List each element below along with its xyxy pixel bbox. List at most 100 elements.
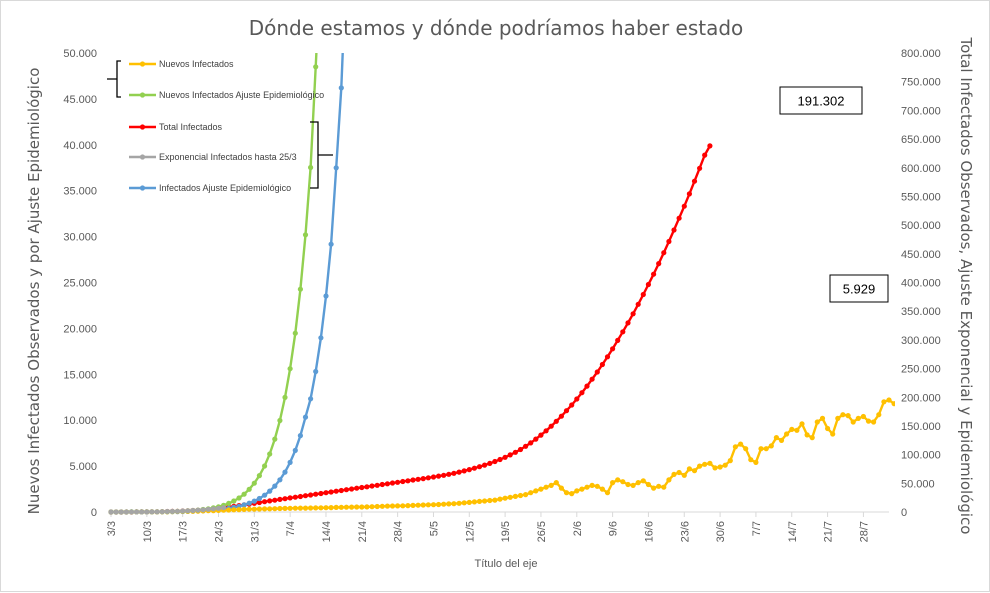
data-point (461, 500, 467, 506)
data-point (907, 404, 912, 409)
y-right-tick-label: 800.000 (901, 48, 941, 60)
data-point (686, 466, 693, 472)
y-right-tick-label: 500.000 (901, 220, 941, 232)
series-line (111, 145, 711, 514)
y-axis-left-title: Nuevos Infectados Observados y por Ajust… (25, 68, 43, 515)
data-point (676, 469, 682, 476)
data-point (707, 143, 713, 149)
data-point (830, 431, 836, 437)
legend-label: Exponencial Infectados hasta 25/3 (159, 152, 297, 162)
data-point (323, 293, 329, 299)
y-left-tick-label: 15.000 (63, 369, 97, 381)
data-point (226, 507, 232, 513)
y-right-tick-label: 700.000 (901, 105, 941, 117)
data-point (384, 481, 390, 487)
data-point (938, 383, 943, 388)
data-point (302, 493, 309, 499)
data-point (487, 497, 493, 504)
data-point (523, 492, 529, 498)
data-point (272, 506, 278, 512)
data-point (492, 497, 498, 503)
legend-swatch-marker (139, 61, 146, 67)
data-point (758, 446, 764, 452)
data-point (241, 491, 247, 497)
series-group (108, 53, 943, 515)
data-point (451, 470, 457, 476)
data-point (349, 486, 355, 492)
data-point (517, 492, 524, 499)
data-point (328, 241, 334, 247)
data-point (933, 381, 938, 386)
data-point (405, 478, 411, 484)
data-point (108, 509, 114, 515)
data-point (395, 479, 401, 485)
data-point (492, 458, 498, 465)
data-point (794, 427, 800, 433)
series-line (111, 53, 318, 514)
data-point (241, 502, 247, 508)
y-right-tick-label: 200.000 (901, 392, 941, 404)
data-point (563, 408, 570, 414)
series-nuevos-infectados (108, 381, 943, 515)
data-point (482, 462, 488, 468)
annotation-box (829, 274, 889, 303)
y-right-tick-label: 0 (901, 507, 907, 519)
data-point (691, 468, 698, 474)
data-point (297, 505, 303, 511)
data-point (645, 481, 652, 488)
series-layer (108, 53, 943, 515)
data-point (651, 271, 657, 277)
data-point (881, 399, 887, 405)
data-point (661, 250, 667, 256)
data-point (169, 508, 175, 514)
data-point (523, 443, 529, 449)
data-point (625, 320, 631, 326)
data-point (620, 329, 626, 335)
data-point (640, 291, 646, 298)
data-point (210, 506, 216, 512)
data-point (558, 485, 565, 491)
y-right-tick-label: 450.000 (901, 249, 941, 261)
annotation-box (779, 86, 863, 115)
y-right-tick-label: 750.000 (901, 77, 941, 89)
data-point (543, 484, 549, 490)
data-point (359, 504, 365, 510)
data-point (461, 468, 467, 474)
legend-swatch-marker (139, 154, 146, 160)
y-axis-left-ticks: 0 5.000 10.000 15.000 20.000 25.000 30.000 35.0… (63, 48, 97, 519)
data-point (292, 330, 298, 336)
data-point (384, 503, 390, 509)
data-point (548, 482, 554, 488)
data-point (287, 495, 293, 501)
y-left-tick-label: 50.000 (63, 48, 97, 60)
data-point (569, 491, 575, 497)
data-point (113, 509, 119, 515)
data-point (512, 493, 518, 499)
data-point (502, 454, 508, 460)
data-point (584, 484, 590, 490)
data-point (174, 508, 181, 514)
data-point (548, 423, 554, 429)
series-nuevos-infectados-ajuste-epidemiol-gico (108, 53, 319, 515)
data-point (819, 415, 826, 421)
data-point (748, 457, 754, 463)
data-point (267, 498, 273, 504)
data-point (354, 485, 360, 491)
data-point (134, 509, 140, 515)
y-left-tick-label: 40.000 (63, 140, 97, 152)
data-point (251, 498, 257, 504)
data-point (482, 498, 488, 504)
x-tick-label: 19/5 (500, 521, 512, 542)
data-point (446, 501, 452, 507)
data-point (410, 477, 416, 483)
y-left-tick-label: 0 (91, 507, 97, 519)
data-point (912, 413, 917, 418)
data-point (553, 480, 559, 486)
data-point (318, 490, 324, 497)
data-point (246, 486, 252, 492)
x-tick-label: 2/6 (572, 521, 584, 536)
data-point (190, 507, 196, 514)
data-point (185, 508, 191, 514)
data-point (702, 152, 708, 158)
data-point (297, 286, 303, 292)
